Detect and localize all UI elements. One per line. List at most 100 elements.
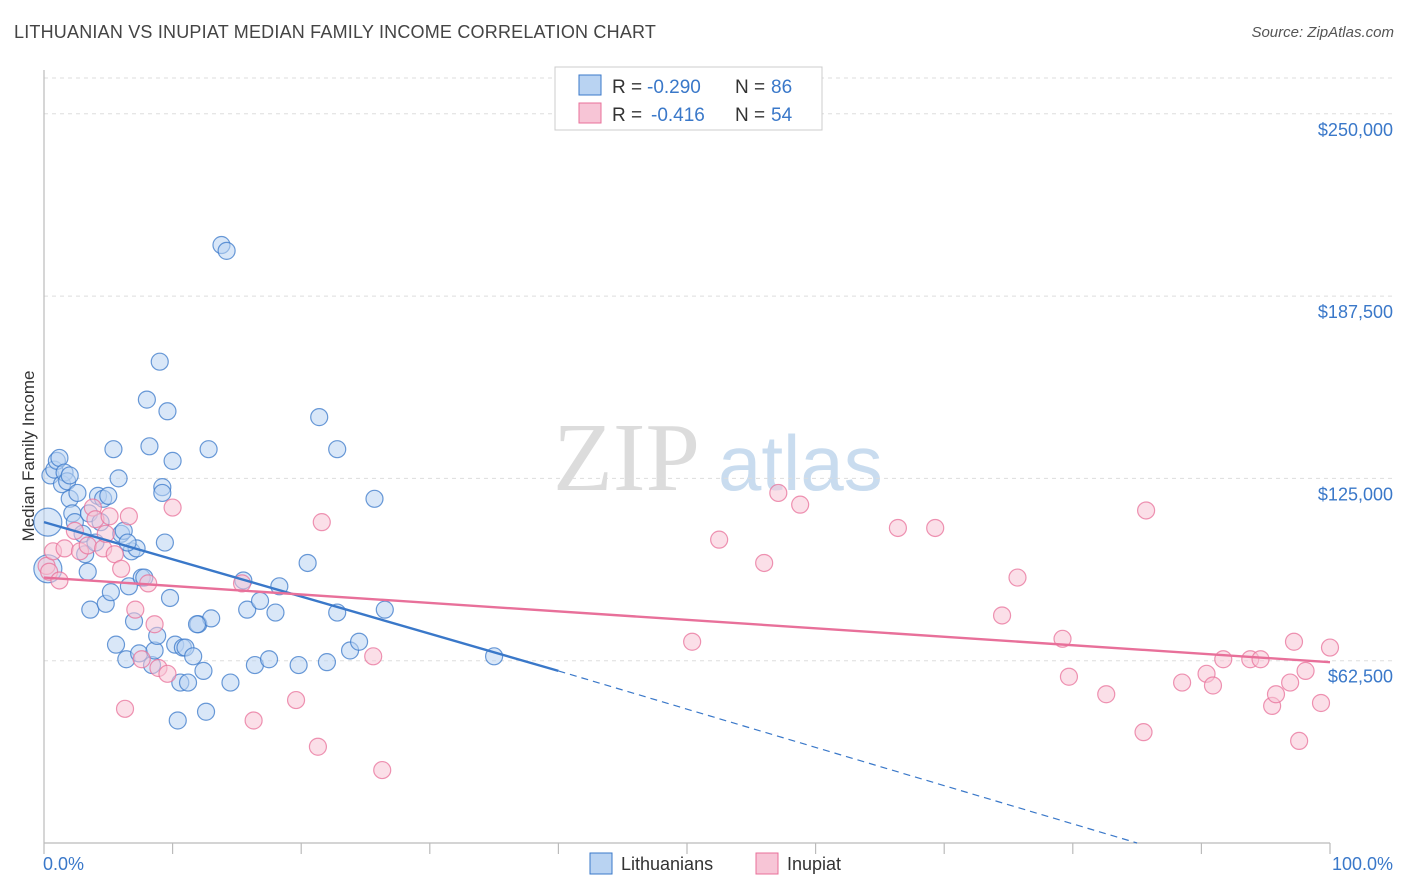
inupiat-point — [1053, 629, 1072, 648]
lithuanians-point — [137, 390, 156, 409]
legend-n-label-1: N = — [735, 77, 765, 98]
lithuanians-point — [194, 661, 213, 680]
lithuanians-points — [33, 235, 504, 730]
bottom-legend-swatch-lithuanians — [589, 852, 613, 875]
legend-n-value-2: 54 — [771, 105, 793, 126]
lithuanians-point — [163, 451, 182, 470]
inupiat-point — [926, 518, 945, 538]
lithuanians-point — [289, 655, 308, 675]
lithuanians-point — [365, 489, 384, 508]
lithuanians-point — [375, 600, 394, 619]
legend-swatch-pink — [578, 102, 602, 124]
lithuanians-point — [150, 352, 169, 371]
inupiat-point — [710, 530, 729, 549]
lithuanians-point — [259, 650, 279, 669]
inupiat-point — [163, 498, 182, 517]
lithuanians-point — [109, 469, 128, 488]
inupiat-point — [1203, 676, 1223, 695]
lithuanians-point — [221, 673, 240, 692]
lithuanians-point — [158, 402, 177, 421]
lithuanians-point — [266, 603, 285, 622]
correlation-legend: R = -0.290 N = 86 R = -0.416 N = 54 — [554, 66, 823, 131]
lithuanians-point — [199, 440, 218, 459]
lithuanians-point — [153, 483, 172, 503]
lithuanians-point — [106, 635, 126, 654]
inupiat-point — [1134, 723, 1153, 742]
legend-n-value-1: 86 — [771, 77, 792, 98]
inupiat-point — [1284, 632, 1304, 651]
lithuanians-point — [184, 647, 203, 666]
inupiat-point — [126, 600, 145, 619]
bottom-legend-lithuanians: Lithuanians — [621, 854, 713, 874]
inupiat-point — [1251, 650, 1270, 669]
lithuanians-point — [238, 600, 257, 619]
legend-r-value-2: -0.416 — [651, 105, 705, 126]
inupiat-point — [1290, 731, 1309, 751]
inupiat-point — [132, 650, 151, 669]
x-tick-label-min: 0.0% — [43, 854, 84, 874]
inupiat-point — [100, 507, 119, 526]
lithuanians-point — [140, 437, 159, 456]
inupiat-point — [1008, 568, 1027, 587]
inupiat-point — [992, 606, 1012, 625]
inupiat-point — [308, 737, 328, 756]
inupiat-point — [1059, 667, 1079, 686]
inupiat-point — [769, 483, 788, 503]
inupiat-point — [1137, 501, 1156, 520]
lithuanians-point — [104, 440, 123, 459]
inupiat-point — [791, 495, 810, 514]
inupiat-point — [364, 647, 383, 666]
y-axis-label: Median Family Income — [19, 370, 38, 541]
inupiat-points — [37, 483, 1340, 780]
inupiat-point — [1173, 673, 1192, 692]
lithuanians-point — [298, 553, 317, 573]
legend-n-label-2: N = — [735, 105, 765, 126]
lithuanians-point — [178, 673, 198, 692]
lithuanians-point — [160, 588, 180, 608]
chart-title: LITHUANIAN VS INUPIAT MEDIAN FAMILY INCO… — [14, 22, 657, 42]
inupiat-point — [1320, 638, 1340, 657]
inupiat-point — [1296, 661, 1315, 680]
lithuanians-point — [349, 632, 369, 651]
legend-r-value-1: -0.290 — [647, 77, 701, 98]
bottom-legend-inupiat: Inupiat — [787, 854, 841, 874]
inupiat-point — [115, 699, 135, 718]
source-label: Source: ZipAtlas.com — [1251, 24, 1394, 41]
series-legend: Lithuanians Inupiat — [589, 852, 841, 875]
inupiat-point — [683, 632, 702, 651]
legend-r-label-1: R = — [612, 77, 642, 98]
x-tick-label-max: 100.0% — [1332, 854, 1393, 874]
lithuanians-point — [60, 466, 79, 485]
legend-r-label-2: R = — [612, 105, 642, 126]
inupiat-point — [1266, 685, 1286, 704]
lithuanians-point — [68, 483, 87, 503]
bottom-legend-swatch-inupiat — [755, 852, 779, 875]
lithuanians-point — [250, 591, 270, 610]
y-tick-label: $187,500 — [1318, 302, 1393, 322]
inupiat-point — [1097, 685, 1116, 704]
inupiat-point — [312, 513, 331, 532]
inupiat-trend-line — [43, 576, 1331, 664]
watermark-atlas: atlas — [718, 419, 883, 507]
axes — [43, 70, 1331, 854]
lithuanians-point — [99, 486, 118, 505]
inupiat-point — [755, 553, 774, 573]
lithuanians-point — [317, 653, 337, 672]
inupiat-point — [286, 690, 306, 710]
y-tick-label: $250,000 — [1318, 120, 1393, 140]
lithuanians-point — [78, 562, 97, 581]
inupiat-point — [888, 518, 908, 538]
lithuanians-point — [217, 241, 236, 260]
y-tick-labels: $62,500 $125,000 $187,500 $250,000 — [1318, 120, 1393, 687]
legend-swatch-blue — [578, 74, 602, 96]
inupiat-point — [145, 615, 164, 634]
watermark: ZIP atlas — [553, 404, 883, 512]
inupiat-point — [50, 571, 69, 590]
inupiat-point — [1311, 693, 1331, 713]
watermark-zip: ZIP — [553, 404, 700, 512]
lithuanians-point — [196, 702, 216, 721]
lithuanians-point — [101, 583, 120, 602]
lithuanians-point — [328, 440, 347, 459]
lithuanians-point — [187, 615, 207, 634]
